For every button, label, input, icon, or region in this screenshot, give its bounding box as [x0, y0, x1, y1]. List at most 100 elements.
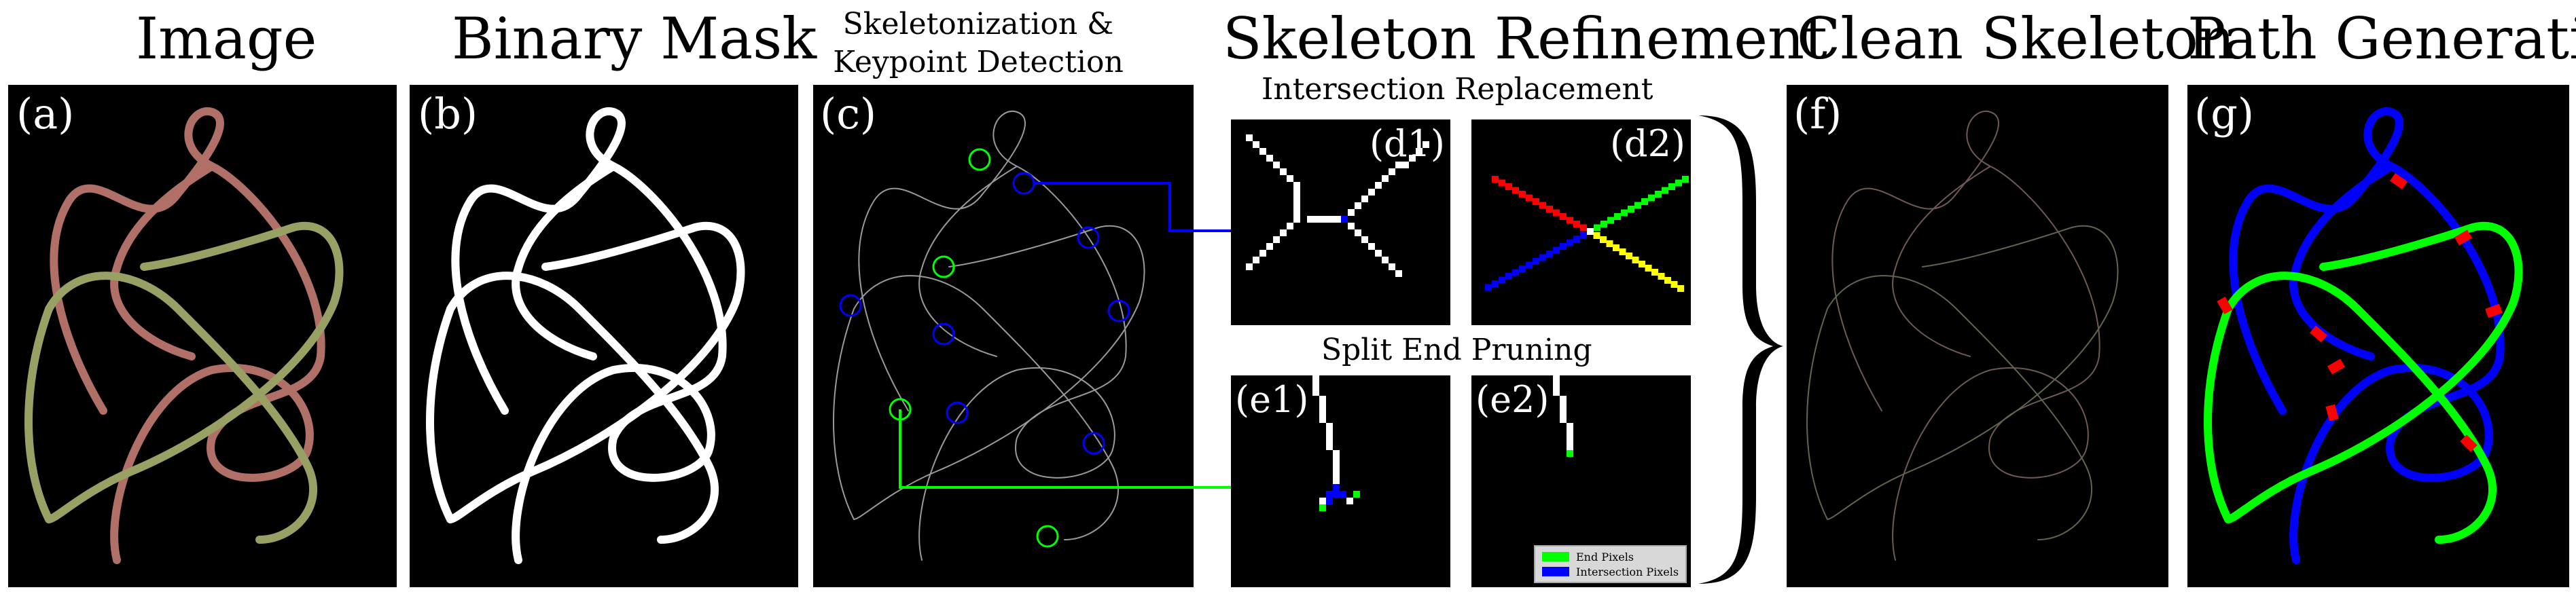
skeleton-pixel	[1402, 162, 1409, 168]
legend-end-pixels: End Pixels	[1542, 549, 1679, 564]
branch-pixel	[1594, 224, 1600, 231]
panel-intersection-after: (d2)	[1471, 119, 1691, 325]
branch-pixel	[1492, 280, 1499, 287]
panel-a-label: (a)	[16, 89, 75, 138]
skeleton-pixel	[1326, 423, 1333, 430]
intersection-pixel	[1333, 484, 1340, 491]
skeleton-pixel	[1312, 382, 1319, 389]
skeleton-pixel	[1266, 243, 1273, 250]
branch-pixel	[1492, 176, 1499, 183]
branch-pixel	[1668, 183, 1675, 190]
intersection-keypoint	[839, 294, 862, 317]
skeleton-pixel	[1348, 209, 1355, 216]
panel-clean-skeleton: (f)	[1787, 85, 2168, 587]
end-pixel	[1319, 504, 1326, 511]
branch-pixel	[1553, 209, 1560, 217]
panel-f-label: (f)	[1793, 89, 1842, 138]
branch-pixel	[1580, 224, 1587, 231]
branch-pixel	[1655, 191, 1662, 198]
skeleton-rope-2	[833, 225, 1145, 540]
skeleton-pixel	[1389, 263, 1395, 270]
skeleton-rope-1	[858, 110, 1127, 561]
branch-pixel	[1651, 269, 1658, 276]
crossing-marker	[2485, 303, 2503, 318]
skeleton-pixel	[1246, 134, 1253, 141]
skeleton-pixel	[1266, 155, 1273, 162]
skeleton-pixel	[1293, 182, 1300, 189]
branch-pixel	[1662, 187, 1668, 194]
legend-intersection-pixels-label: Intersection Pixels	[1576, 565, 1679, 578]
skeleton-pixel	[1416, 148, 1423, 155]
branch-pixel	[1573, 221, 1580, 227]
branch-pixel	[1626, 253, 1632, 259]
skeleton-pixel	[1319, 403, 1326, 409]
skeleton-pixel	[1327, 216, 1334, 223]
rope-2-path	[24, 221, 344, 544]
skeleton-pixel	[1307, 216, 1314, 223]
end-pixel	[1353, 491, 1360, 498]
branch-pixel	[1573, 236, 1580, 242]
skeleton-pixel	[1293, 189, 1300, 196]
branch-pixel	[1519, 191, 1526, 198]
skeleton-pixel	[1293, 216, 1300, 223]
branch-pixel	[1560, 243, 1567, 250]
intersection-pixel	[1341, 216, 1348, 223]
skeleton-pixel	[1312, 389, 1319, 396]
branch-pixel	[1587, 228, 1594, 235]
subtitle-intersection-replacement: Intersection Replacement	[1262, 72, 1653, 107]
skeleton-pixel	[1560, 396, 1567, 403]
path-generation-drawing	[2204, 107, 2523, 564]
intersection-after-pixels	[1485, 176, 1689, 292]
skeleton-pixel	[1348, 223, 1355, 229]
intersection-keypoint	[1012, 172, 1035, 195]
branch-pixel	[1600, 221, 1607, 227]
skeleton-pixel	[1326, 443, 1333, 450]
skeleton-pixel	[1560, 416, 1567, 423]
skeleton-pixel	[1314, 216, 1321, 223]
skeleton-pixel	[1253, 141, 1259, 148]
branch-pixel	[1560, 213, 1567, 220]
panel-d2-label: (d2)	[1609, 122, 1685, 165]
skeleton-pixel	[1395, 162, 1402, 168]
branch-pixel	[1606, 240, 1613, 247]
branch-pixel	[1499, 276, 1505, 284]
skeleton-pixel	[1287, 175, 1293, 182]
branch-pixel	[1526, 261, 1533, 269]
title-skeleton-line2: Keypoint Detection	[833, 45, 1124, 79]
branch-pixel	[1546, 250, 1553, 257]
branch-pixel	[1670, 281, 1678, 288]
branch-pixel	[1639, 261, 1645, 267]
rope-1-path	[50, 107, 325, 564]
intersection-pixel	[1326, 491, 1333, 498]
branch-pixel	[1526, 194, 1533, 202]
branch-pixel	[1675, 179, 1682, 187]
branch-pixel	[1621, 209, 1628, 217]
branch-pixel	[1512, 187, 1519, 194]
skeleton-pixel	[1280, 229, 1287, 236]
skeleton-pixel	[1389, 168, 1395, 175]
end-pixel	[1567, 450, 1573, 457]
branch-pixel	[1677, 285, 1684, 292]
skeleton-pixel	[1382, 257, 1389, 263]
skeleton-pixel	[1280, 168, 1287, 175]
panel-b-label: (b)	[418, 89, 478, 138]
branch-pixel	[1600, 236, 1607, 243]
skeleton-pixel	[1553, 382, 1560, 389]
branch-pixel	[1628, 206, 1634, 212]
crossing-marker	[2217, 296, 2233, 315]
panel-image: (a)	[8, 85, 397, 587]
skeleton-pixel	[1326, 437, 1333, 443]
skeleton-pixel	[1293, 202, 1300, 209]
panel-split-end-before: (e1)	[1231, 375, 1450, 587]
skeleton-pixel	[1333, 477, 1340, 484]
skeleton-pixel	[1326, 430, 1333, 437]
crossing-marker	[2327, 358, 2346, 375]
mask-rope-2	[426, 221, 745, 544]
branch-pixel	[1645, 265, 1652, 272]
skeleton-pixel	[1319, 416, 1326, 423]
panel-binary-mask: (b)	[410, 85, 798, 587]
intersection-before-pixels	[1246, 134, 1429, 277]
branch-pixel	[1632, 257, 1639, 263]
path-green-rope	[2204, 221, 2523, 544]
skeleton-pixel	[1334, 216, 1341, 223]
